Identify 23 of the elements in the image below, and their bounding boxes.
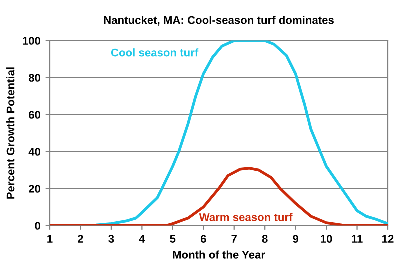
x-tick-label: 4 (139, 235, 146, 243)
y-axis-title: Percent Growth Potential (6, 68, 15, 199)
x-tick-label: 5 (170, 235, 176, 243)
series-label: Cool season turf (111, 48, 199, 57)
x-tick-label: 2 (78, 235, 84, 243)
x-tick-label: 1 (48, 235, 53, 243)
y-tick-label: 40 (28, 148, 41, 156)
y-tick-label: 100 (23, 37, 41, 45)
x-tick-label: 9 (293, 235, 298, 243)
y-tick-label: 20 (29, 185, 41, 193)
x-tick-label: 7 (232, 235, 237, 243)
x-axis-title: Month of the Year (173, 250, 266, 259)
series-label: Warm season turf (199, 213, 293, 222)
x-tick-label: 6 (200, 235, 206, 243)
x-tick-label: 11 (352, 235, 363, 243)
y-tick-label: 80 (28, 74, 41, 82)
x-tick-label: 10 (321, 235, 332, 243)
y-tick-label: 0 (35, 222, 41, 230)
chart-title: Nantucket, MA: Cool-season turf dominates (104, 16, 334, 26)
x-tick-label: 8 (262, 235, 268, 243)
x-tick-label: 12 (382, 235, 394, 243)
x-tick-label: 3 (108, 235, 114, 243)
y-tick-label: 60 (29, 111, 41, 119)
